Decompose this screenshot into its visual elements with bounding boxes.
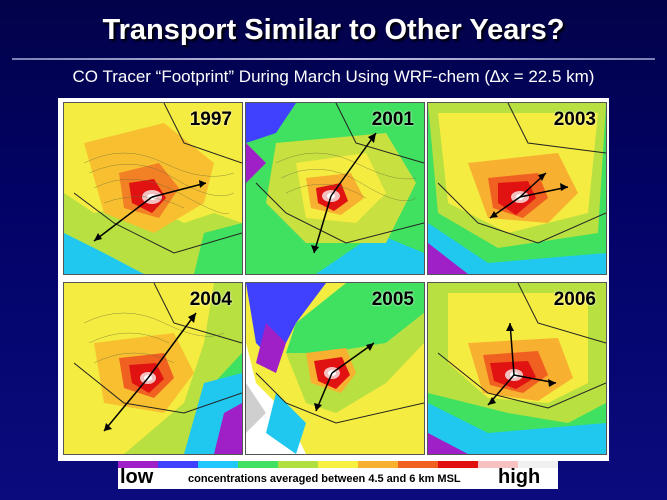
- title-divider: [12, 58, 655, 60]
- slide-title: Transport Similar to Other Years?: [102, 14, 565, 46]
- map-panel-2003: 2003: [427, 102, 607, 275]
- legend-swatch: [278, 461, 318, 468]
- legend-swatch: [518, 461, 558, 468]
- legend-swatch: [238, 461, 278, 468]
- legend-caption: concentrations averaged between 4.5 and …: [188, 473, 461, 485]
- year-label: 2003: [553, 109, 596, 130]
- slide-subtitle: CO Tracer “Footprint” During March Using…: [72, 67, 595, 86]
- year-label: 2005: [371, 289, 414, 310]
- legend-swatch: [358, 461, 398, 468]
- legend-low-label: low: [120, 466, 154, 488]
- map-panel-2004: 2004: [63, 282, 243, 455]
- map-panel-2005: 2005: [245, 282, 425, 455]
- legend-swatch: [438, 461, 478, 468]
- map-panel-2001: 2001: [245, 102, 425, 275]
- year-label: 2006: [553, 289, 596, 310]
- legend-swatch: [198, 461, 238, 468]
- year-label: 2004: [189, 289, 232, 310]
- legend-colorbar: [118, 461, 558, 468]
- legend-swatch: [118, 461, 158, 468]
- map-panel-1997: 1997: [63, 102, 243, 275]
- legend-swatch: [478, 461, 518, 468]
- legend-swatch: [318, 461, 358, 468]
- legend-swatch: [398, 461, 438, 468]
- map-panel-2006: 2006: [427, 282, 607, 455]
- legend-swatch: [158, 461, 198, 468]
- year-label: 1997: [189, 109, 232, 130]
- year-label: 2001: [371, 109, 414, 130]
- legend-high-label: high: [498, 466, 541, 488]
- color-legend: low concentrations averaged between 4.5 …: [118, 461, 558, 489]
